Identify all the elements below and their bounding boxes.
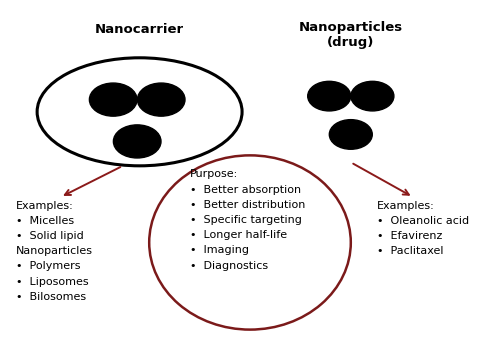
Text: Examples:
•  Oleanolic acid
•  Efavirenz
•  Paclitaxel: Examples: • Oleanolic acid • Efavirenz •… bbox=[377, 201, 470, 256]
Text: Nanocarrier: Nanocarrier bbox=[95, 23, 184, 36]
Ellipse shape bbox=[308, 81, 350, 111]
Ellipse shape bbox=[351, 81, 394, 111]
Ellipse shape bbox=[90, 83, 137, 116]
Text: Nanoparticles
(drug): Nanoparticles (drug) bbox=[298, 21, 403, 49]
Text: Purpose:
•  Better absorption
•  Better distribution
•  Specific targeting
•  Lo: Purpose: • Better absorption • Better di… bbox=[190, 169, 306, 270]
Text: Examples:
•  Micelles
•  Solid lipid
Nanoparticles
•  Polymers
•  Liposomes
•  B: Examples: • Micelles • Solid lipid Nanop… bbox=[16, 201, 93, 302]
Ellipse shape bbox=[330, 120, 372, 149]
Ellipse shape bbox=[138, 83, 185, 116]
Ellipse shape bbox=[114, 125, 161, 158]
